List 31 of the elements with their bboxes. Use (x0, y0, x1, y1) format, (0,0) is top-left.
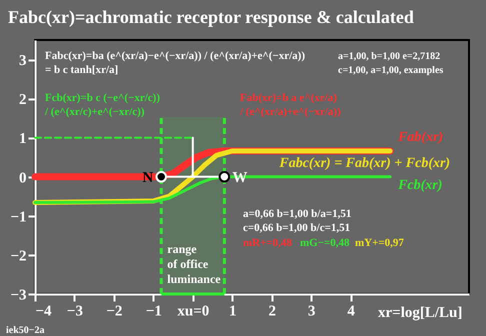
annotation: Fabc(xr)=ba (e^(xr/a)−e^(−xr/a)) / (e^(xr/a)+e^(−xr/a)) = b c tanh[xr/a] (45, 50, 306, 76)
x-tick-label: 4 (347, 304, 356, 320)
annotation: mY+=0,97 (355, 237, 404, 249)
annotation: Fcb(xr)=b c (−e^(−xr/c)) / (e^(xr/c)+e^(−xr/c)) (44, 92, 160, 118)
y-tick-label: −1 (10, 209, 26, 226)
text: iek50−2a (6, 325, 44, 336)
x-tick-label: −3 (66, 304, 83, 320)
x-tick-label: −4 (36, 304, 52, 320)
y-tick-label: 2 (19, 92, 26, 108)
annotation: mR+=0,48 (243, 237, 292, 249)
annotation: Fab(xr)=b a e^(xr/a) / (e^(xr/a)+e^(−xr/a)) (239, 92, 342, 118)
annotation: a=0,66 b=1,00 b/a=1,51 c=0,66 b=1,00 b/c=1,51 (243, 208, 352, 234)
x-tick-label: −2 (106, 304, 122, 320)
x-tick-label: 1 (229, 304, 237, 320)
x-tick-label: 2 (268, 304, 276, 320)
y-tick-label: −3 (10, 288, 26, 304)
y-tick-label: 0 (19, 170, 26, 186)
x-axis-title: xr=log[L/Lu] (378, 305, 462, 321)
band-label: range of office luminance (167, 242, 222, 286)
y-tick-label: 3 (19, 53, 26, 70)
y-tick-label: −2 (10, 248, 26, 264)
chart-title: Fabc(xr)=achromatic receptor response & calculated (8, 7, 414, 27)
annotation: a=1,00, b=1,00 e=2,7182 c=1,00, a=1,00, examples (338, 51, 444, 76)
series-label: Fabc(xr) = Fab(xr) + Fcb(xr) (278, 156, 450, 171)
series-label: Fab(xr) (397, 130, 444, 145)
x-tick-label: xu=0 (177, 304, 210, 320)
y-tick-label: 1 (19, 131, 26, 148)
annotation: mG−=0,48 (300, 237, 350, 249)
x-tick-label: 3 (308, 304, 316, 320)
x-tick-label: −1 (146, 304, 162, 320)
series-label: Fcb(xr) (397, 178, 442, 193)
